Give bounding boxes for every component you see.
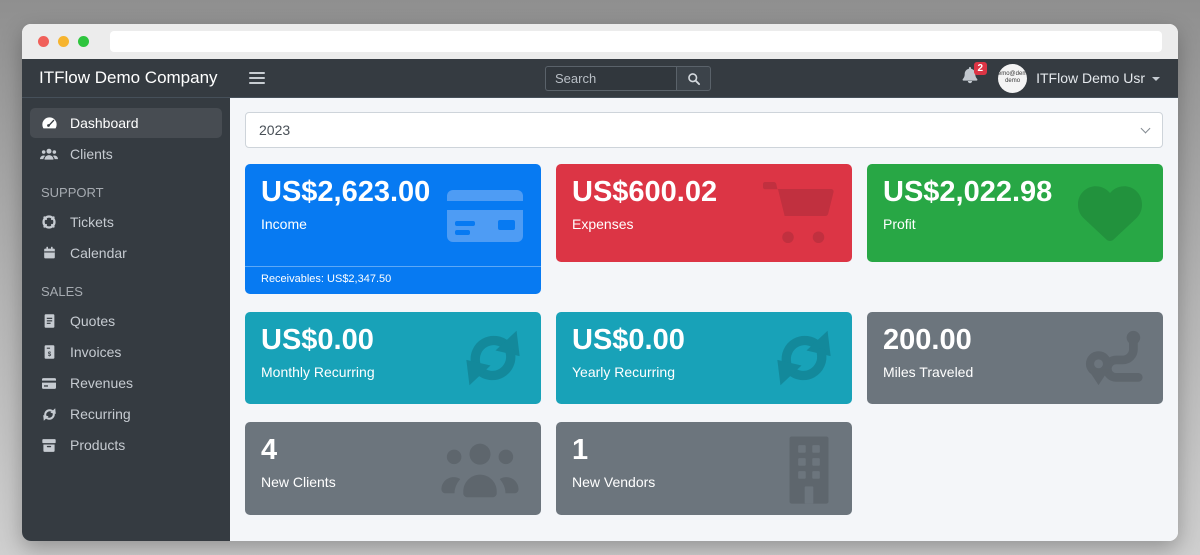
sidebar-item-products[interactable]: Products (30, 430, 222, 460)
sidebar-item-calendar[interactable]: Calendar (30, 238, 222, 268)
new-clients-value: 4 (261, 434, 278, 466)
heart-icon (1078, 186, 1142, 241)
sidebar-section-sales: SALES (41, 284, 83, 299)
box-icon (40, 438, 58, 453)
monthly-recurring-card: US$0.00 Monthly Recurring (245, 312, 541, 404)
sync-icon (40, 407, 58, 422)
calendar-icon (40, 245, 58, 261)
top-navbar: ITFlow Demo Company 2 (22, 59, 1178, 98)
brand-title[interactable]: ITFlow Demo Company (39, 68, 218, 87)
svg-text:$: $ (47, 352, 51, 358)
yearly-recurring-value: US$0.00 (572, 324, 685, 356)
close-button[interactable] (38, 36, 49, 47)
file-invoice-dollar-icon: $ (40, 344, 58, 360)
chevron-down-icon (1152, 77, 1160, 81)
new-vendors-card: 1 New Vendors (556, 422, 852, 515)
route-icon (1085, 330, 1143, 386)
yearly-recurring-label: Yearly Recurring (572, 364, 675, 381)
shopping-cart-icon (763, 182, 834, 243)
browser-chrome (22, 24, 1178, 59)
avatar[interactable]: demo@demo demo (998, 63, 1028, 93)
navbar-right: 2 demo@demo demo ITFlow Demo Usr (962, 62, 1178, 93)
sidebar-item-dashboard[interactable]: Dashboard (30, 108, 222, 138)
user-menu[interactable]: ITFlow Demo Usr (1036, 70, 1160, 86)
sidebar-item-quotes[interactable]: Quotes (30, 306, 222, 336)
miles-traveled-value: 200.00 (883, 324, 972, 356)
new-vendors-value: 1 (572, 434, 589, 466)
credit-card-icon (447, 190, 523, 242)
income-label: Income (261, 216, 307, 233)
miles-traveled-card: 200.00 Miles Traveled (867, 312, 1163, 404)
profit-value: US$2,022.98 (883, 176, 1053, 208)
sidebar: Dashboard Clients (22, 98, 230, 541)
users-icon (441, 443, 519, 497)
search-input[interactable] (545, 66, 676, 91)
notification-badge: 2 (973, 62, 988, 75)
credit-card-icon (40, 377, 58, 390)
sidebar-item-recurring[interactable]: Recurring (30, 399, 222, 429)
app: ITFlow Demo Company 2 (22, 59, 1178, 541)
search-button[interactable] (676, 66, 711, 91)
search-icon (687, 72, 700, 85)
user-name: ITFlow Demo Usr (1036, 70, 1145, 86)
sidebar-section-support: SUPPORT (41, 185, 104, 200)
sidebar-item-revenues[interactable]: Revenues (30, 368, 222, 398)
income-value: US$2,623.00 (261, 176, 431, 208)
year-select-value: 2023 (259, 122, 291, 138)
notifications-button[interactable]: 2 (962, 62, 988, 89)
gauge-icon (40, 116, 58, 131)
sidebar-item-tickets[interactable]: Tickets (30, 207, 222, 237)
browser-window: ITFlow Demo Company 2 (22, 24, 1178, 541)
main-content: 2023 US$2,623.00 Income (230, 98, 1178, 541)
stats-grid: US$2,623.00 Income Receivables: US$2,347… (245, 164, 1163, 515)
address-bar[interactable] (110, 31, 1162, 52)
life-ring-icon (40, 214, 58, 230)
income-receivables: Receivables: US$2,347.50 (245, 266, 541, 294)
new-vendors-label: New Vendors (572, 474, 656, 491)
monthly-recurring-label: Monthly Recurring (261, 364, 375, 381)
file-lines-icon (40, 313, 58, 329)
expenses-card: US$600.02 Expenses (556, 164, 852, 262)
chevron-down-icon (1140, 123, 1151, 133)
fullscreen-button[interactable] (78, 36, 89, 47)
miles-traveled-label: Miles Traveled (883, 364, 974, 381)
new-clients-card: 4 New Clients (245, 422, 541, 515)
expenses-value: US$600.02 (572, 176, 718, 208)
monthly-recurring-value: US$0.00 (261, 324, 374, 356)
sync-icon (777, 330, 831, 386)
sidebar-item-clients[interactable]: Clients (30, 139, 222, 169)
building-icon (789, 436, 829, 504)
users-icon (40, 147, 58, 161)
sidebar-item-invoices[interactable]: $ Invoices (30, 337, 222, 367)
income-card: US$2,623.00 Income Receivables: US$2,347… (245, 164, 541, 294)
new-clients-label: New Clients (261, 474, 336, 491)
sync-icon (466, 330, 520, 386)
profit-card: US$2,022.98 Profit (867, 164, 1163, 262)
search-form (545, 66, 711, 91)
profit-label: Profit (883, 216, 916, 233)
minimize-button[interactable] (58, 36, 69, 47)
yearly-recurring-card: US$0.00 Yearly Recurring (556, 312, 852, 404)
menu-toggle-icon[interactable] (249, 72, 265, 84)
year-select[interactable]: 2023 (245, 112, 1163, 148)
expenses-label: Expenses (572, 216, 634, 233)
